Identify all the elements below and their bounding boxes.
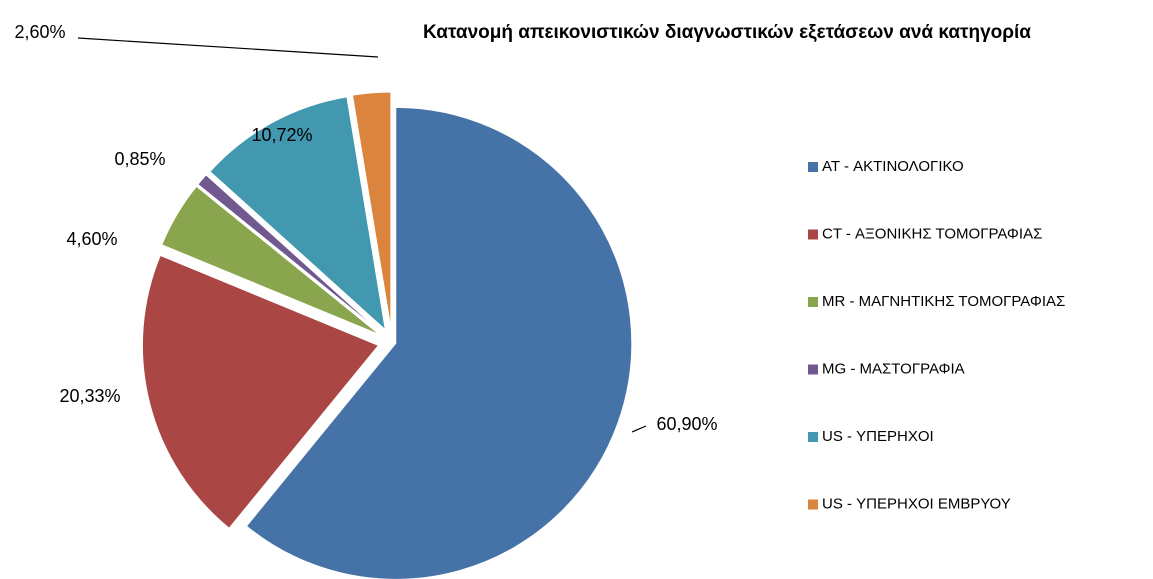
pie-slice <box>245 106 633 579</box>
legend-label: US - ΥΠΕΡΗΧΟΙ ΕΜΒΡΥΟΥ <box>822 495 1011 512</box>
pie-slice <box>197 174 382 334</box>
data-label: 0,85% <box>114 149 165 169</box>
data-label: 2,60% <box>14 22 65 42</box>
leader-line <box>631 425 647 433</box>
data-label: 60,90% <box>656 414 717 434</box>
pie-slice <box>209 96 387 332</box>
data-label: 10,72% <box>251 125 312 145</box>
legend-label: CT - ΑΞΟΝΙΚΗΣ ΤΟΜΟΓΡΑΦΙΑΣ <box>822 225 1042 242</box>
legend-label: MG - ΜΑΣΤΟΓΡΑΦΙΑ <box>822 360 965 377</box>
legend-swatch <box>808 499 818 510</box>
data-label: 20,33% <box>59 386 120 406</box>
legend-swatch <box>808 162 818 172</box>
legend-swatch <box>808 297 818 307</box>
legend-label: MR - ΜΑΓΝΗΤΙΚΗΣ ΤΟΜΟΓΡΑΦΙΑΣ <box>822 293 1065 310</box>
legend-label: US - ΥΠΕΡΗΧΟΙ <box>822 428 934 445</box>
pie-slice <box>351 91 392 329</box>
legend-label: AT - ΑΚΤΙΝΟΛΟΓΙΚΟ <box>822 158 964 175</box>
pie-slice <box>161 185 381 336</box>
chart-title: Κατανομή απεικονιστικών διαγνωστικών εξε… <box>423 22 1031 43</box>
leader-line <box>77 37 379 58</box>
data-label: 4,60% <box>66 229 117 249</box>
pie-slice <box>141 254 380 529</box>
legend-swatch <box>808 229 818 240</box>
legend-swatch <box>808 432 818 442</box>
legend-swatch <box>808 364 818 375</box>
